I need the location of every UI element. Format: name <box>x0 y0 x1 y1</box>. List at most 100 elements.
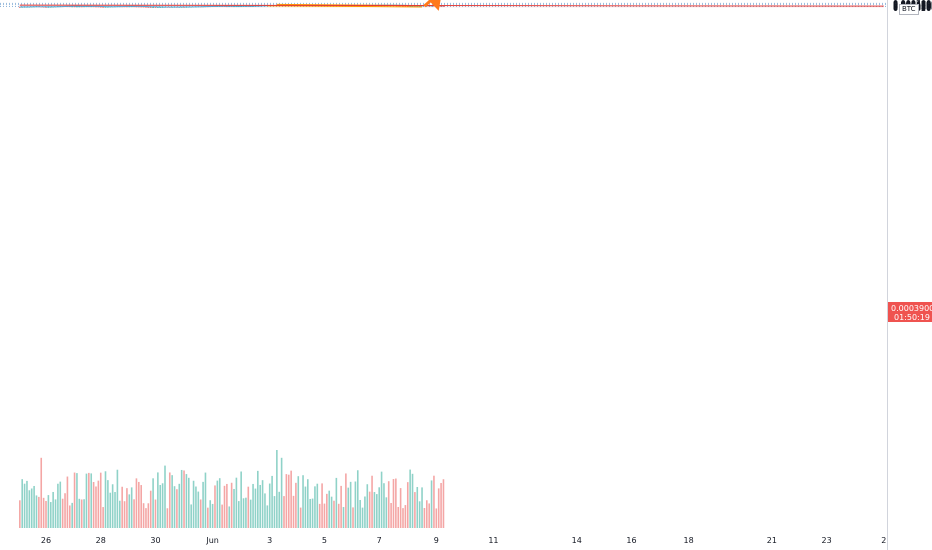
volume-bar <box>387 481 390 528</box>
volume-bar <box>316 483 319 528</box>
volume-bar <box>347 487 350 528</box>
volume-bar <box>235 477 238 528</box>
volume-bar <box>418 501 421 528</box>
volume-bar <box>299 507 302 528</box>
volume-bar <box>402 508 404 528</box>
volume-bar <box>247 486 250 528</box>
volume-bar <box>38 496 40 528</box>
volume-bar <box>352 507 354 528</box>
volume-bar <box>33 485 35 528</box>
volume-bar <box>30 488 33 528</box>
volume-bar <box>311 498 314 528</box>
volume-bar <box>61 498 64 528</box>
volume-bar <box>83 499 85 528</box>
volume-bar <box>433 475 435 528</box>
volume-bar <box>290 470 292 528</box>
volume-bar <box>378 487 380 528</box>
volume-bar <box>149 490 152 528</box>
volume-bar <box>364 496 366 528</box>
unit-label[interactable]: BTC <box>899 4 919 15</box>
volume-bar <box>26 480 28 528</box>
volume-bar <box>97 480 100 528</box>
time-tick-label: 7 <box>377 536 382 545</box>
volume-bar <box>130 487 133 528</box>
volume-bar <box>437 488 440 528</box>
volume-bar <box>209 500 212 528</box>
volume-bar <box>42 497 45 528</box>
volume-bar <box>259 484 261 528</box>
volume-bar <box>107 480 109 528</box>
volume-bar <box>214 485 216 528</box>
volume-bar <box>421 487 423 528</box>
candle-body <box>152 7 154 8</box>
volume-bar <box>233 488 235 528</box>
volume-bar <box>71 502 73 528</box>
volume-bar <box>85 473 88 528</box>
volume-bar <box>252 483 254 528</box>
volume-bar <box>392 479 395 528</box>
volume-bar <box>264 493 266 528</box>
volume-bar <box>411 473 414 528</box>
volume-bar <box>166 508 169 528</box>
candle-body <box>414 5 416 7</box>
volume-bar <box>126 488 128 528</box>
volume-bar <box>180 469 183 528</box>
volume-bar <box>140 485 142 528</box>
volume-bar <box>176 489 178 528</box>
volume-bar <box>321 483 323 528</box>
volume-bar <box>254 488 257 528</box>
volume-bar <box>135 478 138 528</box>
volume-bar <box>333 500 335 528</box>
volume-bar <box>326 493 328 528</box>
volume-bar <box>435 508 438 528</box>
candle-body <box>78 6 81 8</box>
volume-bar <box>268 483 271 528</box>
volume-bar <box>242 498 245 528</box>
volume-bar <box>257 470 259 528</box>
volume-bar <box>376 494 378 528</box>
volume-bar <box>47 495 50 528</box>
volume-bar <box>240 471 242 528</box>
candle-body <box>411 5 414 7</box>
volume-bar <box>409 469 411 528</box>
volume-bar <box>371 475 373 528</box>
candle-body <box>409 5 412 7</box>
volume-bar <box>428 503 430 528</box>
candle-body <box>147 6 150 8</box>
countdown-value: 01:50:19 <box>894 313 930 322</box>
candle-body <box>106 6 109 8</box>
volume-bar <box>285 474 288 528</box>
time-axis[interactable]: 26 28 30 Jun 3 5 7 9 11 14 16 18 21 23 2 <box>41 536 886 545</box>
volume-bar <box>226 483 228 528</box>
last-price-value: 0.0003900 <box>891 304 932 313</box>
time-tick-label: 18 <box>684 536 694 545</box>
volume-bar <box>318 503 321 528</box>
volume-bar <box>159 484 162 528</box>
volume-bar <box>335 477 338 528</box>
volume-bar <box>307 479 309 528</box>
time-tick-label: 14 <box>572 536 582 545</box>
volume-bar <box>199 499 202 528</box>
volume-bar <box>266 505 269 528</box>
volume-bar <box>204 472 207 528</box>
volume-bar <box>359 499 361 528</box>
volume-bar <box>323 503 326 528</box>
time-tick-label: Jun <box>205 536 219 545</box>
volume-bar <box>197 491 200 528</box>
forecast-arrow-shaft <box>423 0 434 8</box>
volume-bar <box>271 475 273 528</box>
volume-bar <box>404 505 407 528</box>
candle-body <box>47 6 50 8</box>
time-tick-label: 2 <box>881 536 886 545</box>
channel-line-1 <box>267 5 423 8</box>
time-tick-label: 30 <box>150 536 160 545</box>
volume-bar <box>173 486 176 528</box>
candle-body <box>99 6 102 8</box>
volume-bar <box>188 477 190 528</box>
volume-bar <box>416 486 419 528</box>
volume-bar <box>390 502 392 528</box>
volume-bar <box>354 481 357 528</box>
volume-bar <box>99 472 102 528</box>
candle-body <box>404 5 407 7</box>
